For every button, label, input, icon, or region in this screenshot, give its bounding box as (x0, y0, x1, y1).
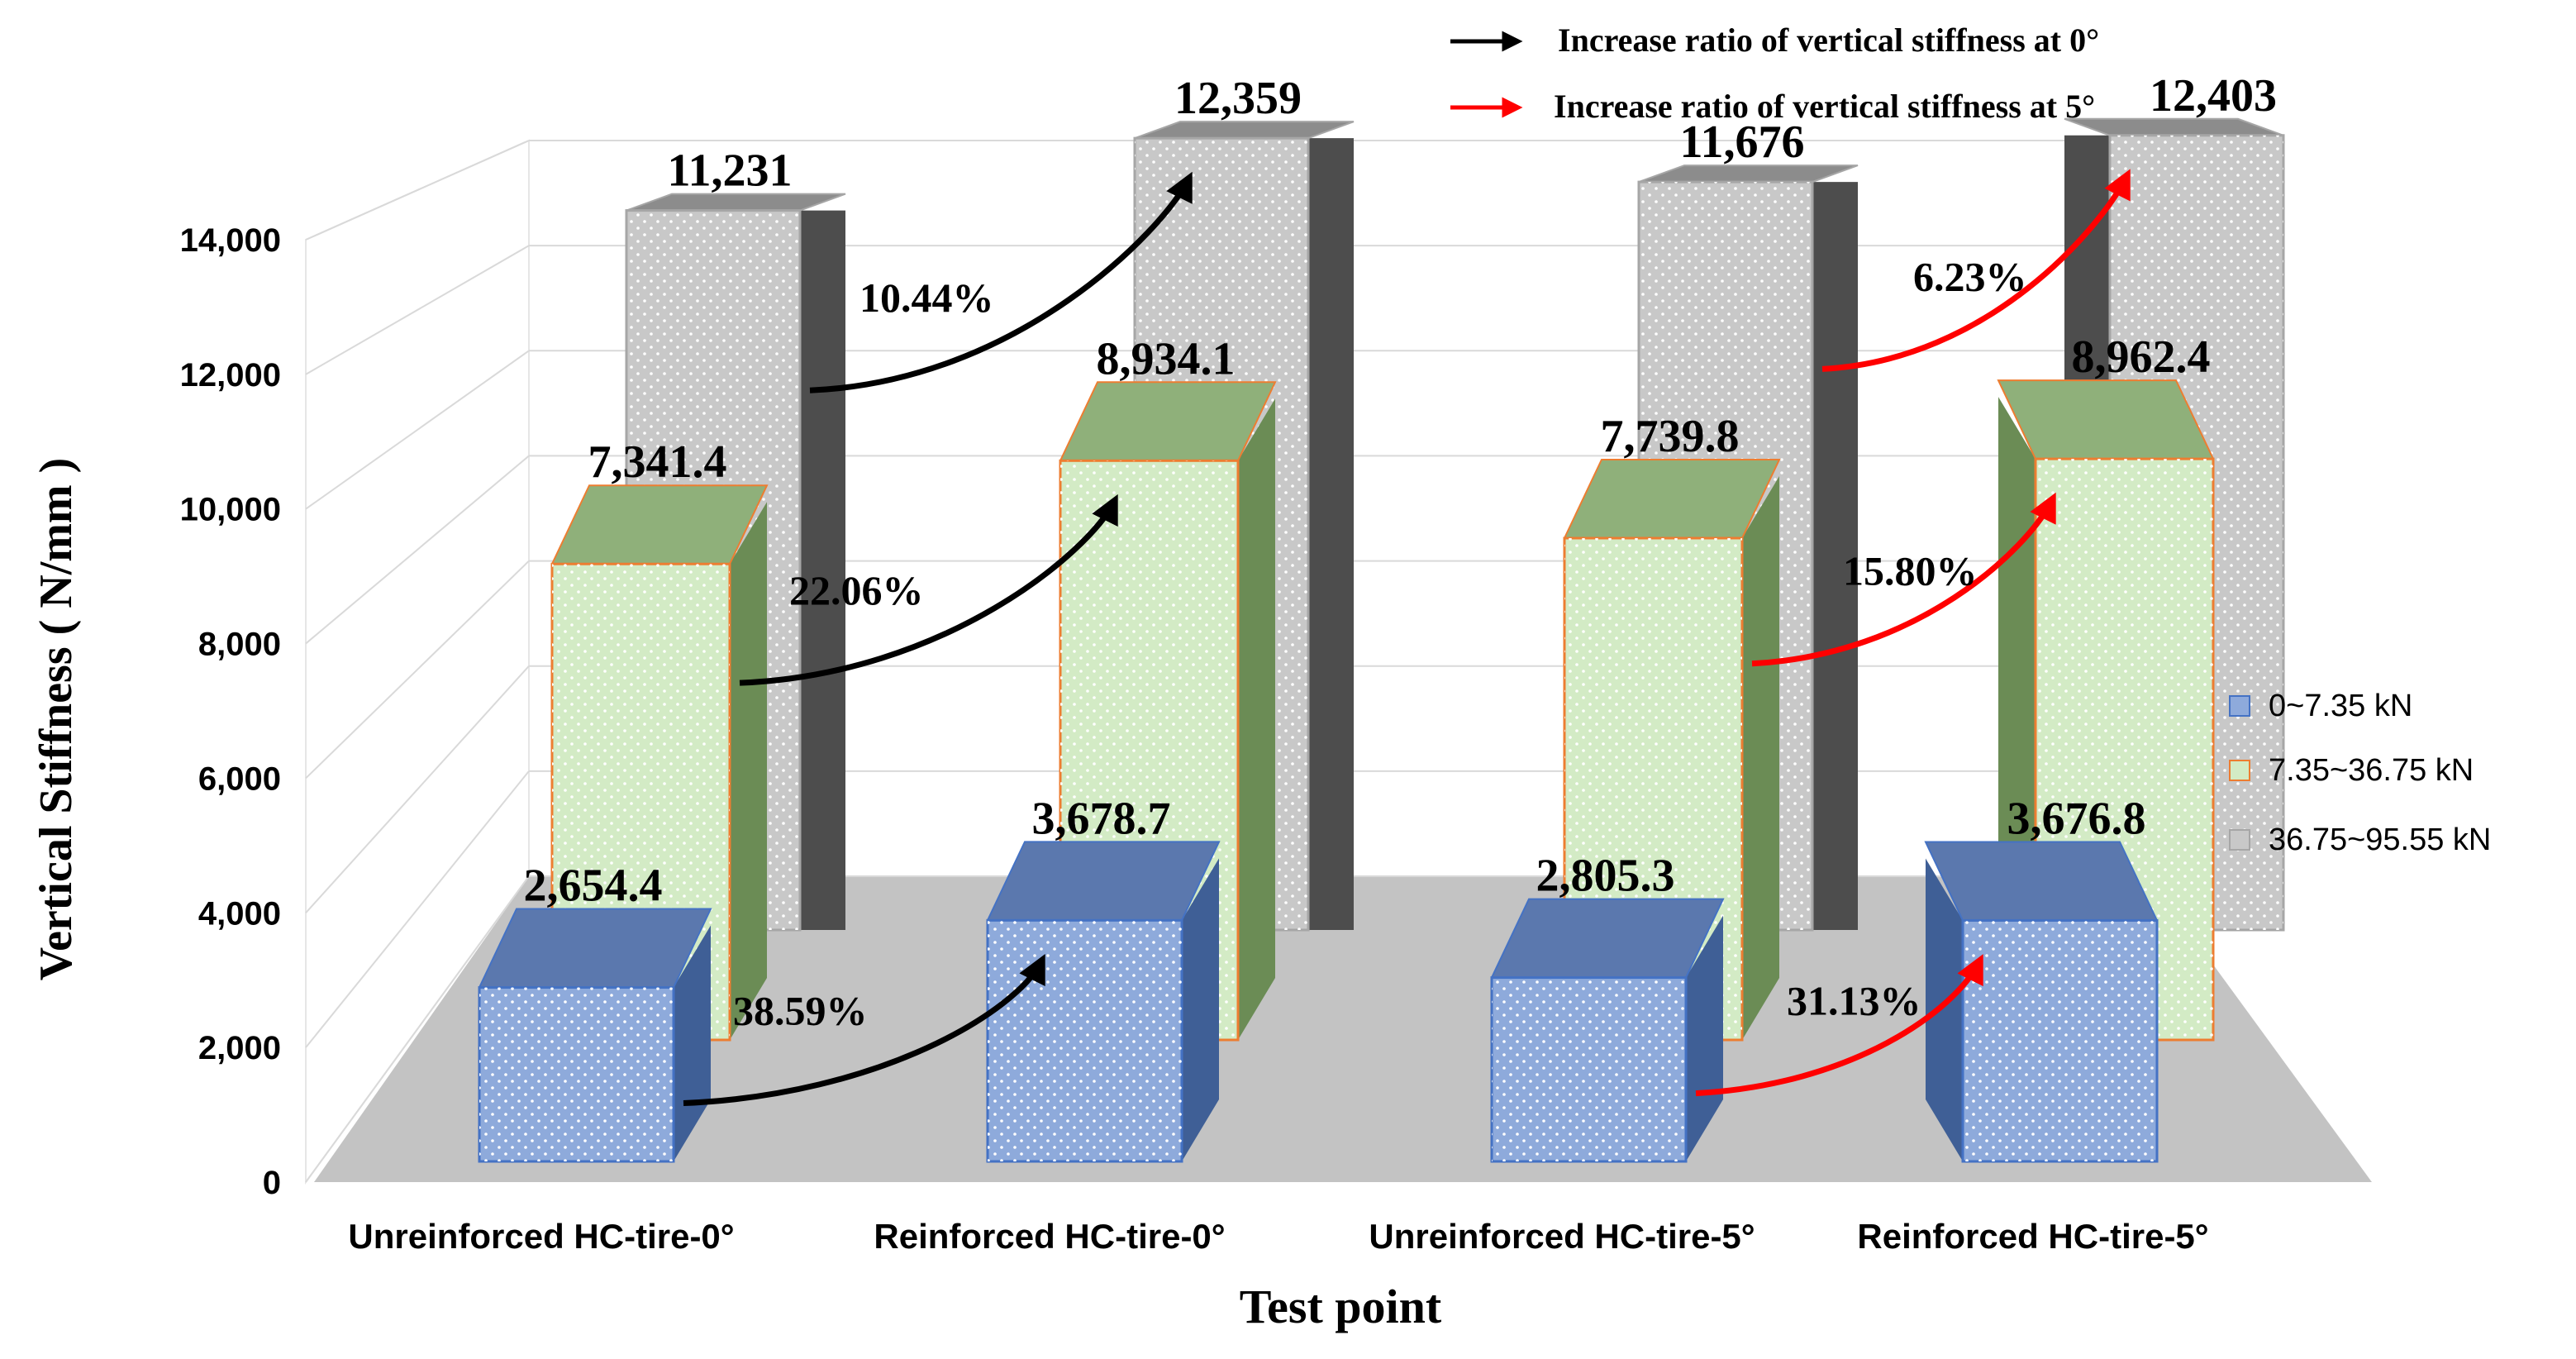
x-axis-ticks: Unreinforced HC-tire-0° Reinforced HC-tir… (348, 1217, 2208, 1256)
bar-top (478, 908, 712, 989)
series-legend: 0~7.35 kN 7.35~36.75 kN 36.75~95.55 kN (2229, 689, 2491, 857)
bar-value-label: 7,739.8 (1601, 411, 1740, 462)
increase-ratio-label: 15.80% (1843, 548, 1978, 594)
gridline-side (305, 245, 530, 375)
y-axis-title: Vertical Stiffness ( N/mm ) (31, 458, 82, 980)
bar-texture (1963, 920, 2157, 1161)
gridline-side (305, 560, 530, 780)
increase-annotation: 10.44% (809, 171, 1193, 393)
gridline-side (305, 455, 530, 645)
increase-ratio-label: 38.59% (733, 988, 868, 1034)
increase-annotation: 31.13% (1695, 954, 1983, 1097)
increase-annotation: 6.23% (1821, 169, 2131, 372)
legend-label-2: 36.75~95.55 kN (2269, 823, 2491, 857)
increase-arrow (1751, 492, 2056, 667)
increase-ratio-label: 10.44% (859, 274, 994, 321)
y-tick-label: 2,000 (198, 1030, 281, 1066)
bar-top (1997, 379, 2215, 460)
bar-texture (988, 920, 1182, 1161)
bar-top (1563, 458, 1781, 539)
increase-annotation: 22.06% (739, 494, 1118, 686)
increase-ratio-label: 31.13% (1787, 978, 1921, 1024)
x-tick-label: Reinforced HC-tire-5° (1857, 1217, 2208, 1256)
bar-top (986, 841, 1221, 922)
legend-label-1: 7.35~36.75 kN (2269, 753, 2474, 788)
gridline-side (305, 875, 530, 1183)
bar-0-1: 3,678.7 (986, 793, 1221, 1163)
bar-top (1059, 381, 1277, 462)
increase-arrows: 38.59% 22.06% 10.44% 31.13% 15.80% 6.23% (683, 169, 2131, 1107)
increase-ratio-label: 6.23% (1913, 253, 2027, 299)
legend-swatch-0 (2229, 695, 2250, 717)
x-tick-label: Unreinforced HC-tire-5° (1369, 1217, 1755, 1256)
bar-value-label: 12,403 (2150, 70, 2277, 122)
bar-side (1926, 858, 1963, 1161)
gridline-side (305, 665, 530, 913)
bar-side (1742, 475, 1779, 1040)
increase-arrow (1821, 169, 2131, 372)
bar-side (1238, 398, 1275, 1041)
x-tick-label: Unreinforced HC-tire-0° (348, 1217, 734, 1256)
arrow-legend: Increase ratio of vertical stiffness at … (1450, 21, 2099, 125)
bar-value-label: 7,341.4 (588, 436, 727, 488)
increase-ratio-label: 22.06% (789, 567, 924, 613)
y-tick-label: 8,000 (198, 627, 281, 663)
y-tick-label: 12,000 (180, 357, 281, 393)
bar-side (1686, 915, 1723, 1161)
bar-value-label: 11,676 (1680, 117, 1805, 168)
bar-0-2: 2,805.3 (1490, 851, 1725, 1163)
bar-value-label: 3,676.8 (2007, 793, 2146, 844)
legend-swatch-2 (2229, 829, 2250, 851)
increase-annotation: 38.59% (683, 953, 1045, 1107)
legend-label-0: 0~7.35 kN (2269, 689, 2412, 723)
increase-arrow (1695, 954, 1983, 1097)
gridline-side (305, 350, 530, 510)
bar-value-label: 3,678.7 (1032, 793, 1171, 844)
x-axis-title: Test point (1240, 1280, 1442, 1333)
bar-value-label: 8,934.1 (1097, 333, 1236, 384)
gridline-side (305, 140, 530, 241)
bar-value-label: 2,805.3 (1536, 851, 1675, 902)
y-axis-ticks: 0 2,000 4,000 6,000 8,000 10,000 12,000 14,000 (180, 222, 281, 1201)
increase-arrow (683, 953, 1045, 1107)
bar-side (1308, 138, 1354, 931)
bar-side (1182, 858, 1219, 1161)
legend-swatch-1 (2229, 760, 2250, 781)
floor (314, 876, 2372, 1182)
bar-value-label: 2,654.4 (524, 861, 663, 912)
y-tick-label: 14,000 (180, 222, 281, 259)
arrow-legend-1-label: Increase ratio of vertical stiffness at … (1554, 88, 2095, 125)
increase-arrow (809, 171, 1193, 393)
increase-annotation: 15.80% (1751, 492, 2056, 667)
y-tick-label: 0 (263, 1165, 281, 1201)
bars: 11,231 12,359 11,676 12,403 7,341.4 8,934.1 7,… (478, 70, 2285, 1163)
bar-texture (479, 987, 674, 1161)
bar-top (550, 484, 769, 565)
bar-top (1924, 841, 2159, 922)
bar-texture (1492, 977, 1686, 1161)
y-tick-label: 10,000 (180, 492, 281, 528)
arrow-legend-0-label: Increase ratio of vertical stiffness at … (1558, 21, 2099, 59)
bar-value-label: 11,231 (668, 145, 793, 197)
y-tick-label: 6,000 (198, 761, 281, 797)
x-tick-label: Reinforced HC-tire-0° (874, 1217, 1225, 1256)
increase-arrow (739, 494, 1118, 686)
bar-0-0: 2,654.4 (478, 861, 712, 1163)
bar-value-label: 8,962.4 (2072, 331, 2211, 383)
gridline-side (305, 770, 530, 1048)
bar-top (1490, 898, 1725, 979)
bar-0-3: 3,676.8 (1924, 793, 2159, 1163)
bar-side (730, 502, 767, 1040)
y-tick-label: 4,000 (198, 895, 281, 932)
bar-value-label: 12,359 (1174, 73, 1302, 124)
